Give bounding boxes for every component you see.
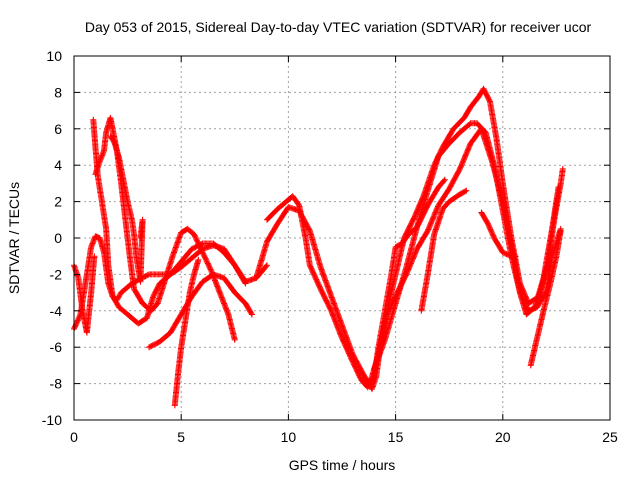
data-point-marker [248, 311, 255, 318]
series-track-7 [171, 256, 202, 409]
x-tick-label: 10 [281, 429, 297, 445]
y-tick-label: -2 [50, 266, 63, 282]
y-tick-label: 6 [54, 121, 62, 137]
data-point-marker [559, 165, 566, 172]
y-tick-label: -6 [50, 339, 63, 355]
x-axis-label: GPS time / hours [289, 457, 396, 473]
y-tick-label: -8 [50, 376, 63, 392]
series-track-4 [90, 116, 270, 327]
data-point-marker [507, 252, 514, 259]
x-tick-label: 15 [388, 429, 404, 445]
y-tick-label: 0 [54, 230, 62, 246]
series-track-5 [107, 133, 146, 285]
y-tick-label: 4 [54, 157, 62, 173]
y-tick-label: 2 [54, 194, 62, 210]
series-track-14 [527, 227, 564, 369]
x-tick-label: 5 [177, 429, 185, 445]
data-point-marker [463, 187, 470, 194]
series-track-12 [418, 187, 470, 314]
y-axis-ticks: -10 -8 -6 -4 -2 0 2 4 6 8 10 [42, 48, 610, 428]
data-point-marker [555, 184, 562, 191]
x-tick-label: 0 [70, 429, 78, 445]
y-tick-label: 8 [54, 84, 62, 100]
series-track-1 [71, 253, 98, 336]
chart-title: Day 053 of 2015, Sidereal Day-to-day VTE… [85, 19, 592, 35]
data-point-marker [512, 253, 519, 260]
data-point-marker [137, 235, 144, 241]
x-tick-label: 20 [495, 429, 511, 445]
y-tick-label: -4 [50, 303, 63, 319]
x-tick-label: 25 [602, 429, 618, 445]
data-point-marker [441, 176, 448, 183]
data-point-marker [263, 262, 270, 269]
x-axis-ticks: 0 5 10 15 20 25 [70, 56, 618, 445]
data-points [71, 85, 566, 409]
y-axis-label: SDTVAR / TECUs [6, 182, 22, 294]
data-point-marker [195, 256, 202, 263]
data-point-marker [248, 310, 255, 317]
data-point-marker [557, 227, 564, 234]
series-track-11 [371, 120, 562, 372]
y-tick-label: -10 [42, 412, 62, 428]
data-point-marker [441, 177, 447, 184]
data-point-marker [462, 188, 469, 195]
series-track-13 [478, 209, 519, 260]
y-tick-label: 10 [46, 48, 62, 64]
data-point-marker [144, 272, 151, 278]
data-point-marker [231, 336, 238, 343]
data-point-marker [263, 263, 270, 270]
